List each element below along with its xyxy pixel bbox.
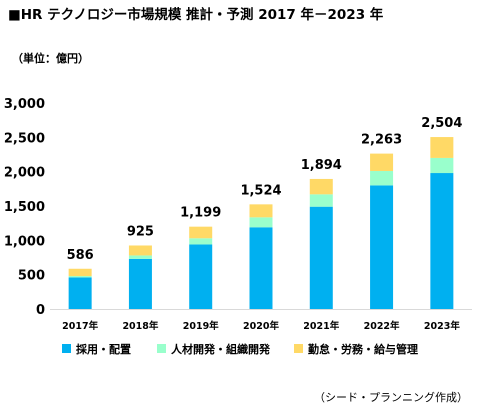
- bar-segment: [128, 245, 152, 256]
- total-label: 586: [67, 248, 94, 263]
- legend-label: 採用・配置: [76, 342, 131, 356]
- bar-segment: [189, 244, 213, 309]
- x-tick-label: 2021年: [303, 320, 339, 332]
- legend-swatch: [62, 344, 71, 353]
- unit-label: （単位：億円）: [12, 51, 89, 65]
- x-tick-label: 2020年: [243, 320, 279, 332]
- bar-segment: [309, 178, 333, 195]
- x-tick-label: 2017年: [62, 320, 98, 332]
- legend-swatch: [294, 344, 303, 353]
- bar-segment: [430, 173, 454, 309]
- x-tick-label: 2022年: [364, 320, 400, 332]
- bar-segment: [189, 238, 213, 245]
- y-tick-label: 1,000: [4, 234, 45, 249]
- x-tick-label: 2019年: [183, 320, 219, 332]
- legend: 採用・配置 人材開発・組織開発 勤怠・労務・給与管理: [62, 342, 418, 356]
- bar-segment: [249, 204, 273, 218]
- bar-segment: [249, 227, 273, 309]
- total-label: 2,263: [361, 133, 402, 148]
- x-axis: 2017年 2018年 2019年 2020年 2021年 2022年 2023年: [50, 309, 472, 332]
- bar-segment: [68, 277, 92, 309]
- bar-segment: [430, 157, 454, 174]
- bar-segment: [430, 137, 454, 158]
- total-label: 925: [127, 224, 154, 239]
- legend-label: 人材開発・組織開発: [171, 342, 271, 356]
- source-note: （シード・プランニング作成）: [314, 390, 468, 404]
- bar-segment: [370, 170, 394, 186]
- bar-segment: [189, 226, 213, 239]
- legend-swatch: [157, 344, 166, 353]
- bar-segment: [249, 217, 273, 228]
- bar-segment: [370, 185, 394, 309]
- chart-title: ■HR テクノロジー市場規模 推計・予測 2017 年－2023 年: [8, 6, 384, 23]
- bar-segment: [309, 206, 333, 309]
- bar-segment: [309, 194, 333, 207]
- bar-segment: [128, 258, 152, 309]
- bar-segment: [68, 276, 92, 278]
- total-label: 1,199: [180, 206, 221, 221]
- total-label: 1,524: [240, 183, 281, 198]
- y-tick-label: 2,500: [4, 131, 45, 146]
- x-tick-label: 2023年: [424, 320, 460, 332]
- y-axis: 0 500 1,000 1,500 2,000 2,500 3,000: [4, 97, 45, 318]
- y-tick-label: 500: [18, 269, 45, 284]
- total-label: 1,894: [301, 158, 342, 173]
- bar-segment: [370, 153, 394, 171]
- x-tick-label: 2018年: [122, 320, 158, 332]
- y-tick-label: 0: [36, 303, 45, 318]
- total-labels: 586 925 1,199 1,524 1,894 2,263 2,504: [67, 116, 463, 263]
- y-tick-label: 1,500: [4, 200, 45, 215]
- bar-segment: [128, 255, 152, 259]
- legend-label: 勤怠・労務・給与管理: [308, 342, 418, 356]
- y-tick-label: 3,000: [4, 97, 45, 112]
- bar-segment: [68, 268, 92, 277]
- total-label: 2,504: [421, 116, 462, 131]
- y-tick-label: 2,000: [4, 166, 45, 181]
- bars-group: [68, 137, 454, 309]
